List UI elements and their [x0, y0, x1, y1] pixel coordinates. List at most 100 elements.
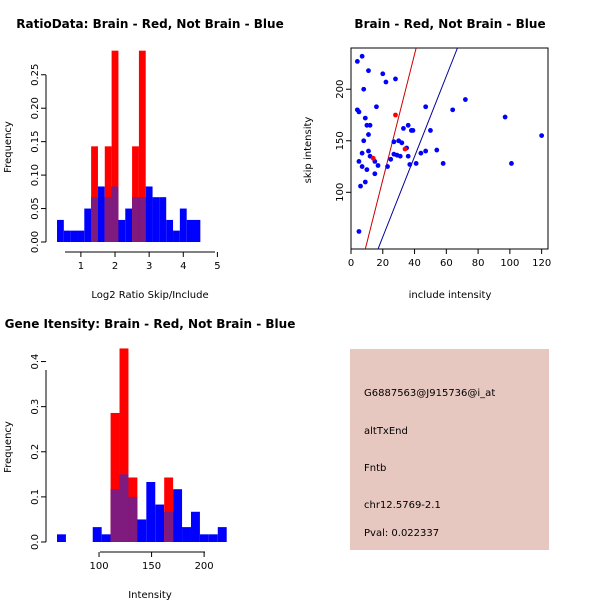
ratio-hist-bar-overlap: [138, 197, 146, 242]
intensity-hist-bar-brain: [164, 477, 174, 542]
intensity-hist-bar-notbrain: [137, 519, 147, 542]
scatter-point-notbrain: [428, 128, 433, 133]
scatter-lines: [364, 47, 458, 250]
scatter-point-notbrain: [380, 71, 386, 77]
scatter-red-fit-line: [364, 47, 417, 250]
scatter-point-notbrain: [356, 229, 362, 234]
ratio-hist-ytick-label: 0.25: [30, 64, 41, 86]
intensity-hist-xtick-label: 200: [195, 561, 214, 572]
ratio-hist-bar-overlap: [91, 197, 98, 242]
intensity-hist-ytick-label: 0.1: [30, 489, 41, 505]
scatter-ytick-label: 100: [335, 183, 346, 202]
scatter-point-notbrain: [359, 150, 365, 156]
intensity-hist-bar-overlap: [164, 511, 174, 542]
scatter-point-notbrain: [388, 156, 394, 162]
pval-text: Pval: 0.022337: [364, 528, 439, 539]
scatter-point-notbrain: [405, 122, 411, 128]
scatter-point-notbrain: [440, 161, 446, 166]
ratio-hist-ytick-label: 0.05: [30, 197, 41, 219]
scatter-point-notbrain: [434, 147, 440, 153]
intensity-hist-bar-brain: [110, 412, 120, 542]
ratio-hist-bar-notbrain: [166, 219, 174, 242]
scatter-point-brain: [370, 155, 376, 161]
scatter-xlabel: include intensity: [409, 290, 492, 301]
ratio-hist-bar-overlap: [132, 197, 139, 242]
scatter-point-notbrain: [362, 179, 368, 185]
scatter-point-notbrain: [423, 104, 429, 110]
gene-name-text: Fntb: [364, 463, 386, 474]
scatter-point-notbrain: [391, 139, 397, 145]
ratio-hist-bar-notbrain: [193, 219, 201, 242]
ratio-hist-ytick-label: 0.20: [30, 97, 41, 119]
scatter-point-notbrain: [359, 53, 365, 59]
scatter-point-notbrain: [397, 153, 403, 159]
scatter-point-notbrain: [407, 162, 413, 167]
scatter-title: Brain - Red, Not Brain - Blue: [354, 17, 545, 31]
scatter-point-notbrain: [361, 138, 367, 144]
scatter-plot-box: [350, 47, 549, 250]
scatter-panel: Brain - Red, Not Brain - Blue 0 20 40 60 80 1…: [303, 17, 551, 301]
scatter-ytick-label: 200: [335, 80, 346, 99]
ratio-hist-title: RatioData: Brain - Red, Not Brain - Blue: [16, 17, 283, 31]
scatter-point-notbrain: [413, 161, 419, 166]
scatter-point-notbrain: [423, 148, 429, 154]
ratio-hist-bar-notbrain: [159, 197, 167, 242]
intensity-hist-ytick-label: 0.2: [30, 444, 41, 460]
intensity-hist-bars: [57, 348, 227, 542]
ratio-hist-bar-notbrain: [125, 208, 133, 242]
ratio-hist-bar-notbrain: [118, 219, 126, 242]
scatter-point-notbrain: [539, 133, 545, 139]
scatter-xtick-label: 100: [500, 258, 519, 269]
scatter-point-notbrain: [367, 122, 373, 128]
intensity-hist-ylabel: Frequency: [3, 421, 14, 473]
ratio-histogram-panel: RatioData: Brain - Red, Not Brain - Blue…: [3, 17, 284, 301]
location-text: chr12.5769-2.1: [364, 500, 441, 511]
scatter-point-notbrain: [356, 158, 362, 164]
scatter-points: [354, 53, 545, 234]
scatter-point-notbrain: [418, 150, 424, 156]
intensity-histogram-panel: Gene Itensity: Brain - Red, Not Brain - …: [3, 317, 295, 600]
ratio-hist-bar-notbrain: [186, 219, 194, 242]
intensity-hist-xlabel: Intensity: [128, 590, 172, 600]
scatter-point-notbrain: [383, 79, 389, 85]
scatter-xtick-label: 0: [348, 258, 354, 269]
ratio-hist-ytick-label: 0.00: [30, 231, 41, 253]
scatter-point-notbrain: [366, 68, 371, 74]
scatter-point-notbrain: [362, 115, 368, 121]
ratio-hist-bar-notbrain: [84, 208, 92, 242]
scatter-xtick-label: 40: [408, 258, 421, 269]
intensity-hist-xtick-label: 100: [89, 561, 108, 572]
intensity-hist-ytick-label: 0.0: [30, 534, 41, 550]
intensity-hist-bar-notbrain: [146, 481, 156, 542]
scatter-point-notbrain: [375, 163, 381, 168]
ratio-hist-bars: [57, 50, 201, 243]
ratio-hist-bar-notbrain: [97, 186, 105, 242]
scatter-point-notbrain: [364, 167, 370, 173]
ratio-hist-ytick-label: 0.10: [30, 164, 41, 186]
intensity-hist-bar-overlap: [128, 496, 138, 542]
scatter-point-brain: [393, 112, 398, 118]
ratio-hist-bar-notbrain: [70, 230, 78, 242]
intensity-hist-bar-notbrain: [173, 489, 183, 542]
scatter-point-notbrain: [509, 161, 514, 166]
intensity-hist-ytick-label: 0.3: [30, 399, 41, 415]
intensity-hist-bar-overlap: [119, 474, 129, 542]
ratio-hist-xtick-label: 2: [112, 261, 118, 272]
scatter-point-notbrain: [393, 76, 398, 82]
ratio-hist-bar-overlap: [104, 197, 112, 242]
scatter-point-notbrain: [410, 128, 416, 133]
scatter-point-notbrain: [374, 104, 379, 110]
scatter-point-notbrain: [366, 148, 371, 154]
intensity-hist-bar-notbrain: [92, 527, 102, 542]
intensity-hist-bar-notbrain: [57, 534, 66, 542]
scatter-point-notbrain: [361, 86, 367, 92]
scatter-xtick-label: 80: [472, 258, 485, 269]
scatter-point-notbrain: [462, 97, 468, 102]
scatter-point-notbrain: [359, 164, 365, 169]
intensity-hist-bar-notbrain: [190, 511, 200, 542]
ratio-hist-xtick-label: 3: [146, 261, 152, 272]
intensity-hist-bar-notbrain: [217, 527, 227, 542]
ratio-hist-bar-brain: [111, 50, 119, 243]
ratio-hist-bar-brain: [132, 146, 139, 242]
